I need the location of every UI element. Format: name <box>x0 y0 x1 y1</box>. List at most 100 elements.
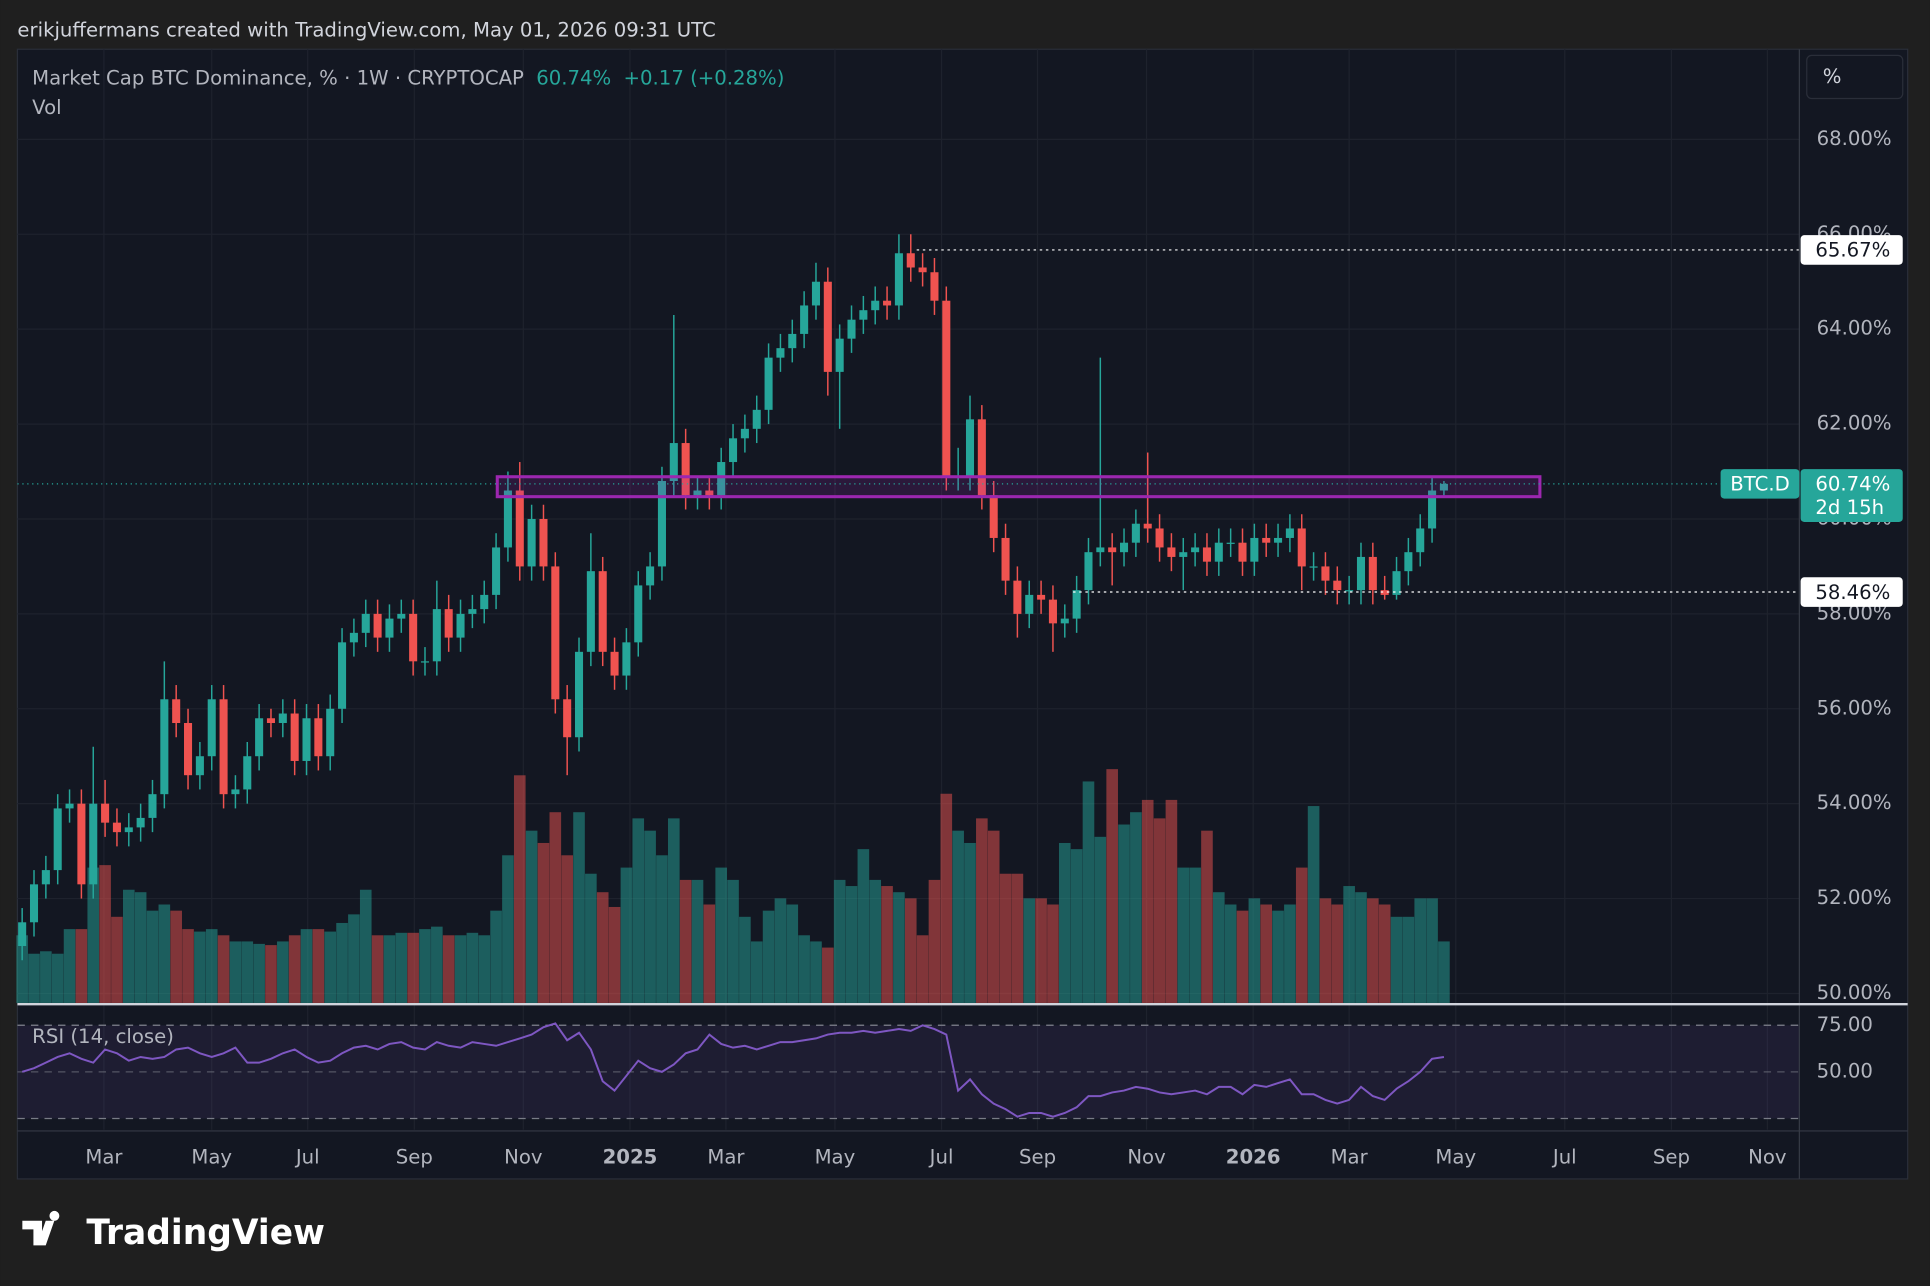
volume-bar <box>170 910 182 1003</box>
volume-bar <box>940 793 953 1003</box>
y-tick-label: 54.00% <box>1817 791 1892 814</box>
x-tick-label: Jul <box>1551 1146 1577 1169</box>
x-tick-label: 2026 <box>1226 1146 1281 1169</box>
volume-bar <box>999 873 1012 1003</box>
volume-bar <box>407 932 419 1003</box>
candle-body <box>622 642 631 676</box>
volume-bar <box>348 914 360 1003</box>
candle-body <box>302 718 311 761</box>
candle-body <box>255 718 264 757</box>
candle-body <box>942 300 951 477</box>
volume-bar <box>857 849 870 1003</box>
volume-bar <box>786 904 799 1003</box>
volume-bar <box>833 879 846 1003</box>
volume-bar <box>1284 904 1296 1003</box>
candle-body <box>1380 590 1389 595</box>
volume-bar <box>668 818 680 1003</box>
symbol-box <box>1720 469 1800 499</box>
candle-body <box>1321 566 1330 581</box>
candle-body <box>1274 537 1283 543</box>
volume-bar <box>336 922 348 1003</box>
candle-body <box>184 723 193 776</box>
volume-bar <box>324 931 337 1003</box>
volume-bar <box>40 951 52 1003</box>
volume-bar <box>1367 898 1379 1003</box>
volume-bar <box>596 892 609 1003</box>
volume-bar <box>632 818 645 1003</box>
credit: erikjuffermans created with TradingView.… <box>17 18 715 41</box>
plot <box>16 234 1800 1118</box>
volume-bar <box>656 855 668 1003</box>
candle-body <box>338 642 347 709</box>
volume-bar <box>608 906 621 1003</box>
symbol-label: BTC.D <box>1730 473 1789 496</box>
candle-body <box>1345 590 1354 592</box>
candle-body <box>1250 537 1259 562</box>
candle-body <box>41 870 50 885</box>
candle-body <box>1356 556 1366 591</box>
volume-bar <box>727 879 739 1003</box>
candle-body <box>551 566 560 700</box>
volume-bar <box>679 879 692 1003</box>
candle-body <box>729 438 738 463</box>
candle-body <box>752 409 761 429</box>
volume-bar <box>466 932 479 1003</box>
candle-body <box>1439 483 1448 491</box>
candle-body <box>705 490 714 496</box>
candle-body <box>1167 547 1176 557</box>
level-label: 65.67% <box>1815 239 1890 262</box>
candle-body <box>527 518 536 567</box>
volume-bar <box>1058 842 1071 1003</box>
volume-bar <box>762 910 775 1003</box>
candle-body <box>634 585 643 643</box>
y-tick-label: 62.00% <box>1817 412 1892 435</box>
candle-body <box>349 632 358 643</box>
volume-bar <box>1094 836 1107 1003</box>
candle-body <box>563 699 572 738</box>
volume-bar <box>928 879 941 1003</box>
volume-bar <box>158 904 171 1003</box>
candle-body <box>835 338 844 372</box>
candle-body <box>977 419 986 496</box>
candle-body <box>764 357 773 410</box>
volume-bar <box>75 929 88 1003</box>
rsi-tick-label: 50.00 <box>1817 1059 1873 1082</box>
candle-body <box>1333 580 1342 591</box>
volume-bar <box>620 867 633 1003</box>
candle-body <box>420 661 430 663</box>
candle-body <box>669 443 678 482</box>
x-tick-label: May <box>1435 1146 1476 1169</box>
volume-bar <box>490 910 502 1003</box>
volume-bar <box>265 945 277 1003</box>
candle-body <box>539 518 548 567</box>
volume-bar <box>691 879 704 1003</box>
scale-button[interactable] <box>1806 54 1904 100</box>
candle-body <box>1297 528 1306 567</box>
x-tick-label: Mar <box>1331 1146 1369 1169</box>
x-tick-label: Nov <box>504 1146 543 1169</box>
volume-bar <box>442 935 455 1003</box>
candle-body <box>468 609 477 614</box>
y-tick-label: 64.00% <box>1817 317 1892 340</box>
candle-body <box>266 718 275 724</box>
volume-bar <box>1426 898 1438 1003</box>
volume-bar <box>51 953 64 1003</box>
x-tick-label: Jul <box>294 1146 320 1169</box>
volume-bar <box>478 935 491 1003</box>
volume-bar <box>561 855 573 1003</box>
volume-bar <box>431 926 443 1003</box>
scale-button-label[interactable]: % <box>1823 65 1842 88</box>
volume-bar <box>1248 898 1261 1003</box>
volume-bar <box>1035 898 1047 1003</box>
volume-bar <box>229 941 242 1003</box>
volume-bar <box>1414 898 1427 1003</box>
volume-bar <box>312 929 325 1003</box>
candle-body <box>409 613 418 662</box>
candle-body <box>1060 618 1069 624</box>
candle-body <box>883 300 892 306</box>
level-label-box <box>1800 235 1903 265</box>
volume-bar <box>549 812 562 1003</box>
candle-body <box>847 319 856 339</box>
level-label-box <box>1800 577 1903 607</box>
